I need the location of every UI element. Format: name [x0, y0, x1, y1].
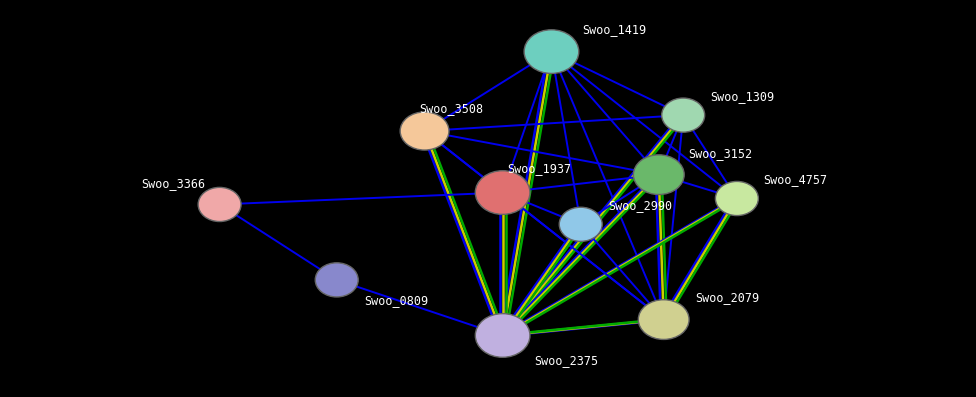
Text: Swoo_1419: Swoo_1419 [583, 23, 647, 36]
Ellipse shape [715, 181, 758, 216]
Text: Swoo_3152: Swoo_3152 [688, 147, 752, 160]
Text: Swoo_1937: Swoo_1937 [508, 162, 572, 175]
Text: Swoo_4757: Swoo_4757 [763, 173, 828, 186]
Text: Swoo_2375: Swoo_2375 [534, 354, 598, 366]
Ellipse shape [559, 207, 602, 241]
Ellipse shape [315, 263, 358, 297]
Ellipse shape [198, 187, 241, 222]
Text: Swoo_3508: Swoo_3508 [420, 102, 484, 115]
Text: Swoo_2990: Swoo_2990 [608, 199, 672, 212]
Ellipse shape [475, 314, 530, 357]
Text: Swoo_0809: Swoo_0809 [364, 294, 428, 307]
Text: Swoo_3366: Swoo_3366 [142, 177, 206, 190]
Ellipse shape [633, 155, 684, 195]
Ellipse shape [662, 98, 705, 132]
Text: Swoo_2079: Swoo_2079 [695, 291, 759, 304]
Ellipse shape [638, 300, 689, 339]
Ellipse shape [400, 112, 449, 150]
Ellipse shape [524, 30, 579, 73]
Text: Swoo_1309: Swoo_1309 [711, 90, 775, 102]
Ellipse shape [475, 171, 530, 214]
